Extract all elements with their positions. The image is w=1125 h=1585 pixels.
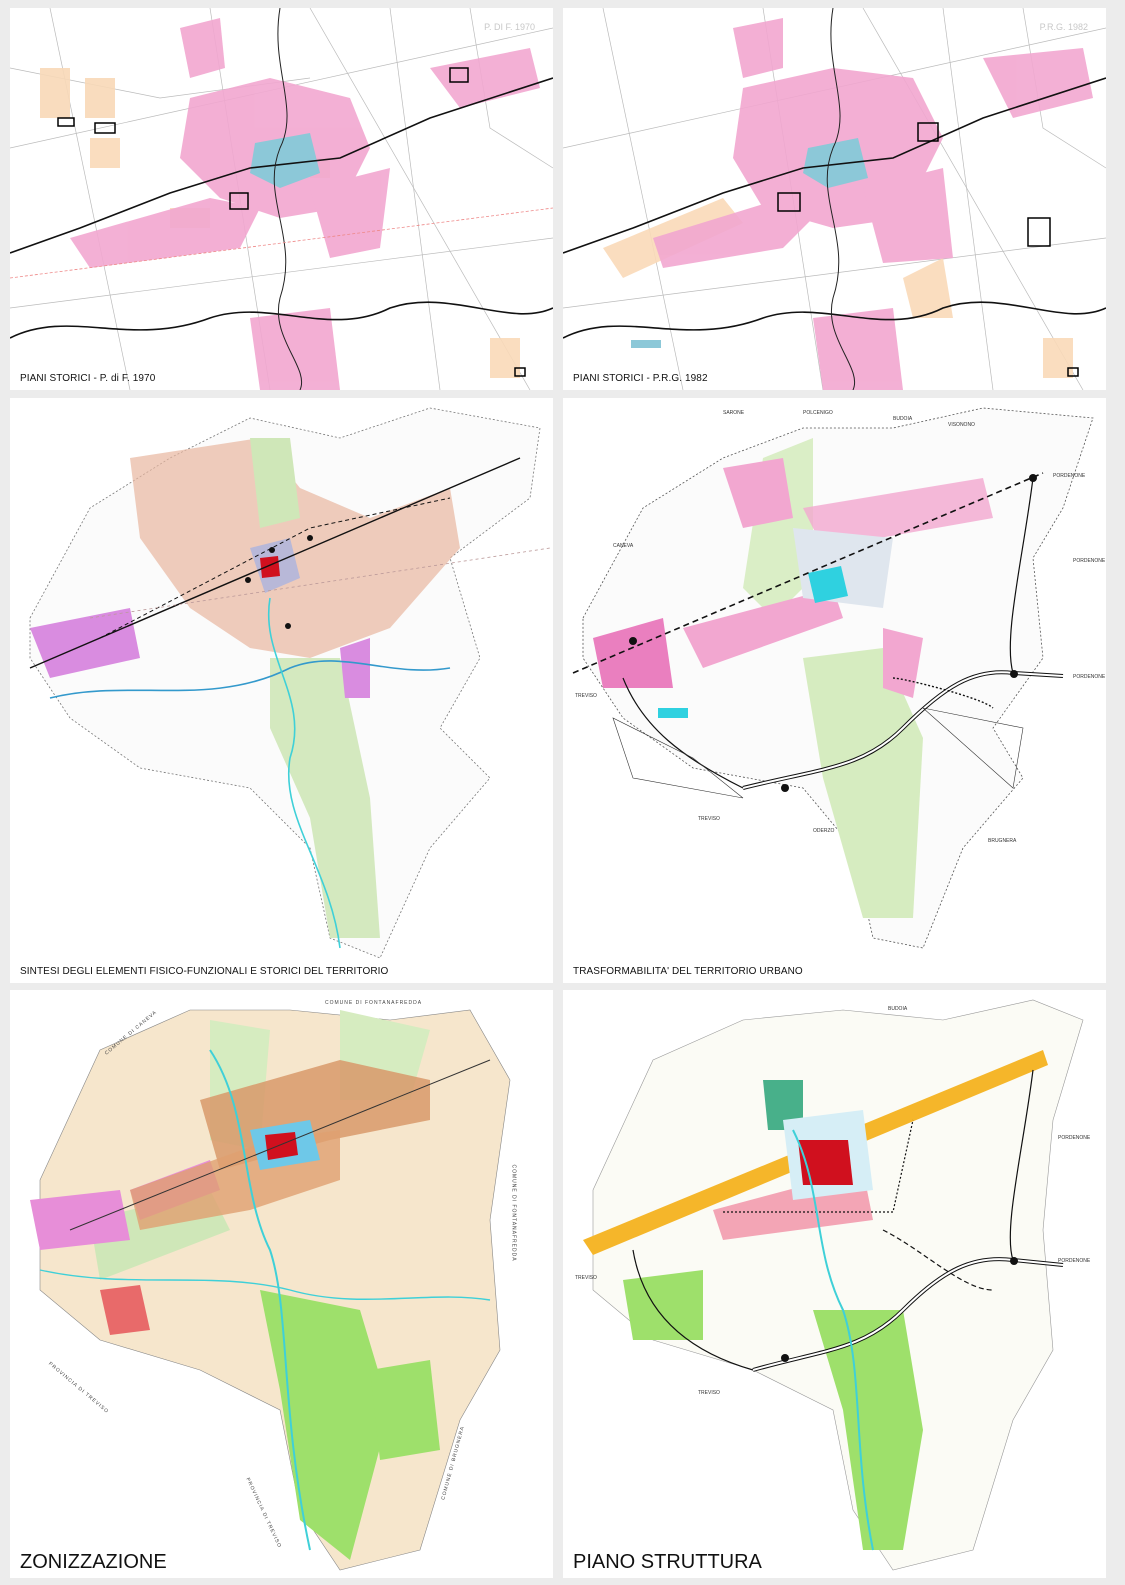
map-panel-trasformabilita: SARONE POLCENIGO BUDOIA VISONONO PORDENO… (563, 398, 1106, 983)
plan-year-label: P. DI F. 1970 (484, 22, 535, 32)
panel-caption: PIANI STORICI - P.R.G. 1982 (573, 373, 708, 384)
place-label: PORDENONE (1053, 473, 1086, 479)
place-label: TREVISO (575, 1275, 597, 1281)
place-label: POLCENIGO (803, 410, 833, 416)
place-label: BRUGNERA (988, 838, 1017, 844)
place-label: CANEVA (613, 543, 634, 549)
panel-caption: PIANO STRUTTURA (573, 1551, 762, 1573)
map-panel-1970: P. DI F. 1970 PIANI STORICI - P. di F. 1… (10, 8, 553, 390)
place-label: TREVISO (575, 693, 597, 699)
panel-caption: SINTESI DEGLI ELEMENTI FISICO-FUNZIONALI… (20, 966, 389, 977)
synthesis-map (29, 407, 551, 959)
structural-plan-map (583, 999, 1084, 1571)
plan-year-label: P.R.G. 1982 (1039, 22, 1088, 32)
place-label: BUDOIA (893, 416, 913, 422)
panel-caption: PIANI STORICI - P. di F. 1970 (20, 373, 156, 384)
map-panel-sintesi: SINTESI DEGLI ELEMENTI FISICO-FUNZIONALI… (10, 398, 553, 983)
place-label: BUDOIA (888, 1006, 908, 1012)
place-label: TREVISO (698, 816, 720, 822)
place-label: ODERZO (813, 828, 835, 834)
historic-plan-1982-map (563, 8, 1106, 390)
place-label: PORDENONE (1058, 1135, 1091, 1141)
historic-plan-1970-map (10, 8, 553, 390)
place-label: TREVISO (698, 1390, 720, 1396)
place-label: PORDENONE (1073, 674, 1106, 680)
map-panel-1982: P.R.G. 1982 PIANI STORICI - P.R.G. 1982 (563, 8, 1106, 390)
map-panel-zonizzazione: COMUNE DI CANEVA COMUNE DI FONTANAFREDDA… (10, 990, 553, 1578)
place-label: SARONE (723, 410, 745, 416)
zoning-map (30, 1009, 511, 1571)
place-label: PORDENONE (1073, 558, 1106, 564)
map-panel-struttura: BUDOIA PORDENONE PORDENONE TREVISO TREVI… (563, 990, 1106, 1578)
panel-caption: TRASFORMABILITA' DEL TERRITORIO URBANO (573, 966, 803, 977)
place-label: VISONONO (948, 422, 975, 428)
border-label: COMUNE DI FONTANAFREDDA (510, 1164, 517, 1262)
urban-transformability-map (572, 407, 1094, 949)
panel-caption: ZONIZZAZIONE (20, 1551, 167, 1573)
border-label: COMUNE DI FONTANAFREDDA (325, 1000, 423, 1006)
place-label: PORDENONE (1058, 1258, 1091, 1264)
